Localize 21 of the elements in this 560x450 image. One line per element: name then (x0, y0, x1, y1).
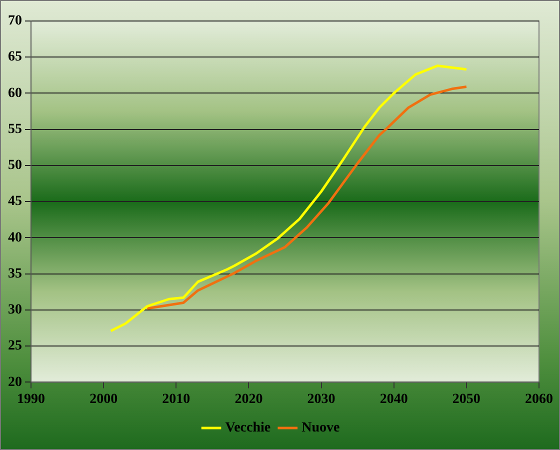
legend-label: Vecchie (225, 420, 271, 436)
y-tick-label: 60 (8, 86, 22, 101)
y-tick-label: 70 (8, 14, 22, 29)
x-tick-label: 2010 (162, 392, 190, 408)
y-tick-label: 25 (8, 338, 22, 354)
x-tick-label: 2050 (452, 392, 480, 408)
y-tick-label: 55 (8, 122, 22, 137)
y-tick-label: 65 (8, 50, 22, 65)
y-tick-label: 35 (8, 266, 22, 282)
x-tick-label: 2000 (90, 392, 118, 408)
y-tick-label: 45 (8, 194, 22, 210)
y-tick-label: 30 (8, 302, 22, 318)
y-tick-label: 50 (8, 158, 22, 174)
legend-label: Nuove (302, 420, 340, 436)
y-tick-label: 20 (8, 374, 22, 390)
x-tick-label: 2060 (525, 392, 553, 408)
x-tick-label: 2040 (380, 392, 408, 408)
x-tick-label: 2020 (234, 392, 263, 408)
x-tick-label: 2030 (307, 392, 336, 408)
x-tick-label: 1990 (17, 392, 45, 408)
y-tick-label: 40 (8, 230, 22, 246)
